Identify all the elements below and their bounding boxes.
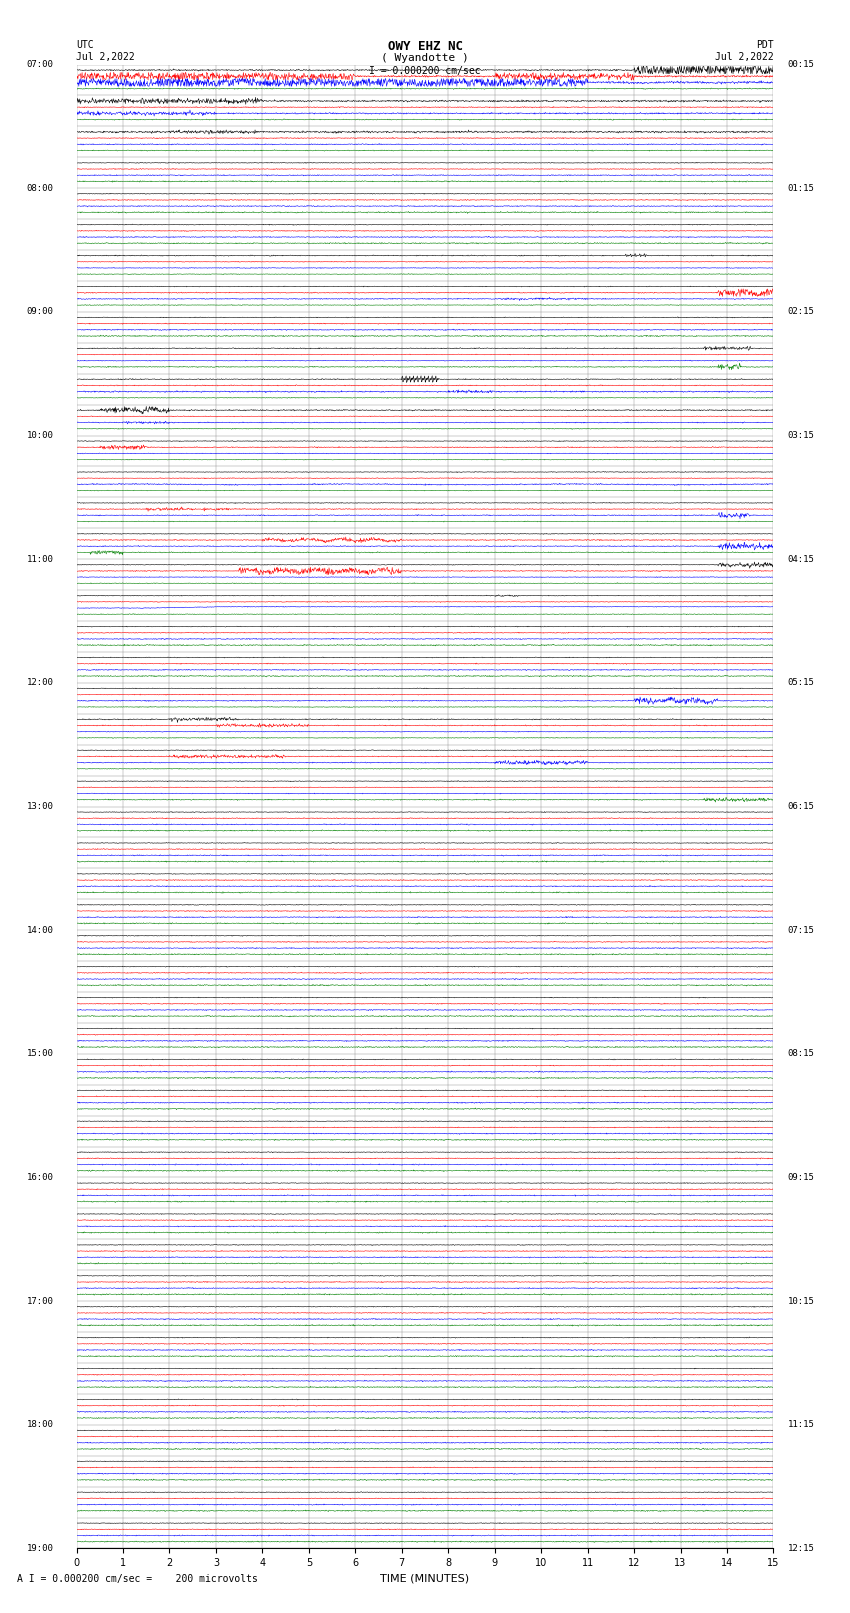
Text: 10:15: 10:15 <box>787 1297 814 1305</box>
Text: 11:15: 11:15 <box>787 1421 814 1429</box>
Text: PDT: PDT <box>756 40 774 50</box>
Text: 07:00: 07:00 <box>26 60 54 69</box>
Text: 09:15: 09:15 <box>787 1173 814 1182</box>
Text: 01:15: 01:15 <box>787 184 814 192</box>
X-axis label: TIME (MINUTES): TIME (MINUTES) <box>381 1574 469 1584</box>
Text: 18:00: 18:00 <box>26 1421 54 1429</box>
Text: 17:00: 17:00 <box>26 1297 54 1305</box>
Text: UTC: UTC <box>76 40 94 50</box>
Text: 09:00: 09:00 <box>26 308 54 316</box>
Text: 19:00: 19:00 <box>26 1544 54 1553</box>
Text: Jul 2,2022: Jul 2,2022 <box>715 52 774 61</box>
Text: OWY EHZ NC: OWY EHZ NC <box>388 40 462 53</box>
Text: 10:00: 10:00 <box>26 431 54 440</box>
Text: 16:00: 16:00 <box>26 1173 54 1182</box>
Text: A I = 0.000200 cm/sec =    200 microvolts: A I = 0.000200 cm/sec = 200 microvolts <box>17 1574 258 1584</box>
Text: 07:15: 07:15 <box>787 926 814 934</box>
Text: 12:15: 12:15 <box>787 1544 814 1553</box>
Text: 11:00: 11:00 <box>26 555 54 563</box>
Text: 04:15: 04:15 <box>787 555 814 563</box>
Text: 14:00: 14:00 <box>26 926 54 934</box>
Text: ( Wyandotte ): ( Wyandotte ) <box>381 53 469 63</box>
Text: 05:15: 05:15 <box>787 679 814 687</box>
Text: I = 0.000200 cm/sec: I = 0.000200 cm/sec <box>369 66 481 76</box>
Text: 08:00: 08:00 <box>26 184 54 192</box>
Text: 08:15: 08:15 <box>787 1050 814 1058</box>
Text: 02:15: 02:15 <box>787 308 814 316</box>
Text: 06:15: 06:15 <box>787 802 814 811</box>
Text: 03:15: 03:15 <box>787 431 814 440</box>
Text: 13:00: 13:00 <box>26 802 54 811</box>
Text: 12:00: 12:00 <box>26 679 54 687</box>
Text: 15:00: 15:00 <box>26 1050 54 1058</box>
Text: Jul 2,2022: Jul 2,2022 <box>76 52 135 61</box>
Text: 00:15: 00:15 <box>787 60 814 69</box>
